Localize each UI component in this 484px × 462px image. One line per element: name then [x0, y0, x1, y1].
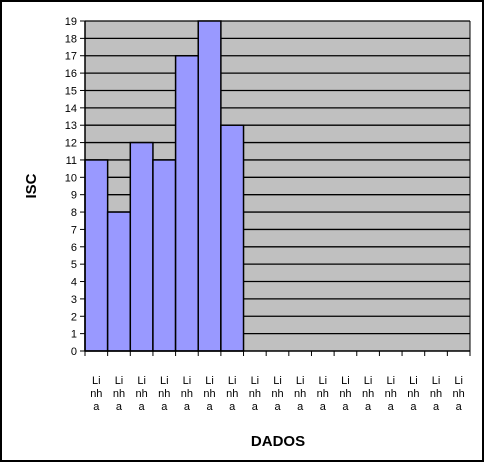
y-tick-label: 13: [65, 120, 77, 132]
bar: [84, 159, 109, 352]
x-tick-label: Li nh a: [181, 375, 193, 413]
axes: [80, 20, 471, 356]
y-tick-label: 0: [71, 346, 77, 358]
bars: [84, 20, 245, 352]
x-tick-label: Li nh a: [407, 375, 419, 413]
x-tick-label: Li nh a: [271, 375, 283, 413]
y-tick-label: 4: [71, 277, 77, 289]
y-tick-label: 5: [71, 259, 77, 271]
x-tick-label: Li nh a: [317, 375, 329, 413]
y-tick-label: 19: [65, 16, 77, 28]
y-tick-label: 16: [65, 68, 77, 80]
y-axis-title: ISC: [23, 173, 40, 198]
y-tick-label: 12: [65, 138, 77, 150]
y-tick-label: 7: [71, 224, 77, 236]
y-tick-label: 14: [65, 103, 77, 115]
x-tick-label: Li nh a: [294, 375, 306, 413]
x-tick-label: Li nh a: [113, 375, 125, 413]
bar: [220, 124, 245, 352]
y-tick-label: 15: [65, 85, 77, 97]
x-tick-label: Li nh a: [453, 375, 465, 413]
x-tick-label: Li nh a: [90, 375, 102, 413]
y-tick-label: 3: [71, 294, 77, 306]
bar: [152, 159, 177, 352]
x-axis-title: DADOS: [251, 433, 305, 450]
x-tick-label: Li nh a: [385, 375, 397, 413]
x-tick-label: Li nh a: [249, 375, 261, 413]
bar: [174, 54, 199, 352]
x-tick-label: Li nh a: [226, 375, 238, 413]
y-tick-label: 18: [65, 33, 77, 45]
bar: [106, 211, 132, 352]
y-tick-label: 2: [71, 311, 77, 323]
y-tick-label: 17: [65, 51, 77, 63]
x-tick-label: Li nh a: [339, 375, 351, 413]
x-tick-label: Li nh a: [135, 375, 147, 413]
y-tick-label: 1: [71, 329, 77, 341]
bar: [129, 141, 154, 352]
bar: [197, 20, 222, 352]
x-tick-label: Li nh a: [430, 375, 442, 413]
y-tick-label: 8: [71, 207, 77, 219]
x-tick-label: Li nh a: [362, 375, 374, 413]
y-tick-label: 11: [66, 155, 77, 167]
x-tick-label: Li nh a: [203, 375, 215, 413]
y-tick-label: 6: [71, 242, 77, 254]
x-tick-labels: Li nh a Li nh a Li nh a Li nh a Li nh a Li nh a Li nh a Li nh a…: [90, 375, 465, 413]
y-tick-label: 9: [71, 190, 77, 202]
x-tick-label: Li nh a: [158, 375, 170, 413]
y-tick-label: 10: [65, 172, 77, 184]
